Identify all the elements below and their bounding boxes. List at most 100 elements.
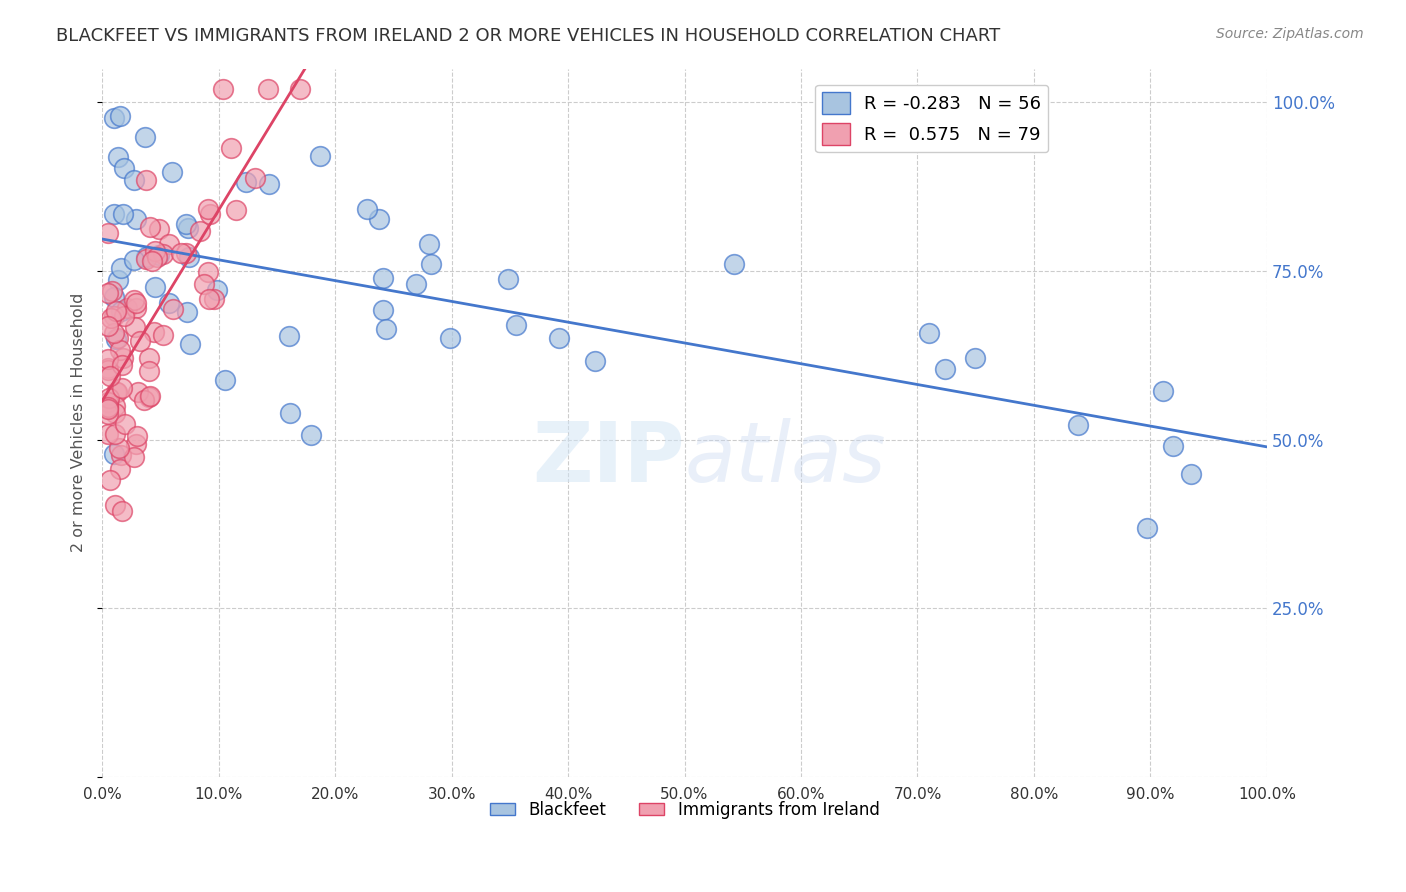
Point bbox=[97, 399, 120, 413]
Point bbox=[135, 173, 157, 187]
Point bbox=[103, 447, 125, 461]
Point bbox=[104, 498, 127, 512]
Point bbox=[152, 247, 174, 261]
Point bbox=[97, 400, 120, 414]
Point bbox=[170, 246, 193, 260]
Point bbox=[100, 368, 122, 383]
Text: atlas: atlas bbox=[685, 417, 886, 499]
Point bbox=[146, 251, 169, 265]
Point bbox=[110, 462, 132, 476]
Point bbox=[107, 385, 129, 400]
Point bbox=[98, 391, 121, 405]
Point bbox=[110, 304, 132, 318]
Point bbox=[176, 305, 198, 319]
Point bbox=[152, 328, 174, 343]
Point bbox=[1152, 384, 1174, 398]
Point bbox=[105, 304, 128, 318]
Point bbox=[97, 407, 120, 421]
Point bbox=[124, 437, 146, 451]
Point bbox=[97, 426, 120, 441]
Point bbox=[117, 301, 139, 315]
Point bbox=[583, 353, 606, 368]
Point bbox=[257, 82, 280, 96]
Point bbox=[124, 253, 146, 268]
Point bbox=[124, 320, 146, 334]
Point bbox=[127, 429, 149, 443]
Point bbox=[104, 399, 127, 413]
Point bbox=[723, 257, 745, 271]
Point bbox=[198, 292, 221, 306]
Point bbox=[97, 360, 120, 375]
Point bbox=[125, 301, 148, 316]
Point bbox=[1163, 439, 1185, 453]
Point bbox=[371, 303, 394, 318]
Point bbox=[139, 220, 162, 235]
Point bbox=[277, 329, 299, 343]
Point bbox=[202, 292, 225, 306]
Point bbox=[141, 253, 163, 268]
Point bbox=[114, 161, 136, 176]
Y-axis label: 2 or more Vehicles in Household: 2 or more Vehicles in Household bbox=[72, 293, 86, 552]
Point bbox=[299, 428, 322, 442]
Point bbox=[107, 331, 129, 345]
Point bbox=[111, 358, 134, 372]
Point bbox=[419, 258, 441, 272]
Point bbox=[125, 211, 148, 226]
Point bbox=[110, 343, 132, 358]
Point bbox=[368, 211, 391, 226]
Point bbox=[198, 207, 221, 221]
Point bbox=[179, 337, 201, 351]
Point bbox=[188, 224, 211, 238]
Point bbox=[97, 395, 120, 409]
Point bbox=[243, 171, 266, 186]
Point bbox=[373, 271, 395, 285]
Point bbox=[103, 310, 125, 324]
Point bbox=[103, 326, 125, 341]
Point bbox=[97, 318, 120, 333]
Point bbox=[1180, 467, 1202, 481]
Point bbox=[143, 326, 166, 340]
Point bbox=[135, 252, 157, 266]
Point bbox=[100, 311, 122, 326]
Point bbox=[104, 427, 127, 442]
Point bbox=[143, 280, 166, 294]
Point bbox=[138, 390, 160, 404]
Point bbox=[108, 109, 131, 123]
Point bbox=[135, 250, 157, 264]
Point bbox=[174, 245, 197, 260]
Point bbox=[214, 373, 236, 387]
Point bbox=[197, 202, 219, 217]
Point bbox=[110, 504, 132, 518]
Point bbox=[157, 237, 180, 252]
Point bbox=[132, 392, 155, 407]
Point bbox=[111, 207, 134, 221]
Point bbox=[105, 332, 128, 346]
Point bbox=[548, 331, 571, 345]
Point bbox=[108, 441, 131, 455]
Point bbox=[114, 417, 136, 431]
Point bbox=[1067, 417, 1090, 432]
Point bbox=[235, 175, 257, 189]
Point bbox=[257, 177, 280, 191]
Point bbox=[159, 296, 181, 310]
Legend: Blackfeet, Immigrants from Ireland: Blackfeet, Immigrants from Ireland bbox=[484, 794, 886, 825]
Point bbox=[103, 290, 125, 304]
Point bbox=[934, 362, 956, 376]
Point bbox=[112, 309, 135, 323]
Point bbox=[162, 301, 184, 316]
Point bbox=[107, 150, 129, 164]
Point bbox=[374, 322, 396, 336]
Point bbox=[963, 351, 986, 365]
Point bbox=[129, 334, 152, 348]
Point bbox=[918, 326, 941, 340]
Point bbox=[308, 149, 330, 163]
Point bbox=[174, 218, 197, 232]
Point bbox=[205, 283, 228, 297]
Point bbox=[1136, 521, 1159, 535]
Point bbox=[110, 261, 132, 276]
Point bbox=[225, 202, 247, 217]
Point bbox=[160, 165, 183, 179]
Point bbox=[418, 236, 440, 251]
Point bbox=[405, 277, 427, 291]
Point bbox=[103, 207, 125, 221]
